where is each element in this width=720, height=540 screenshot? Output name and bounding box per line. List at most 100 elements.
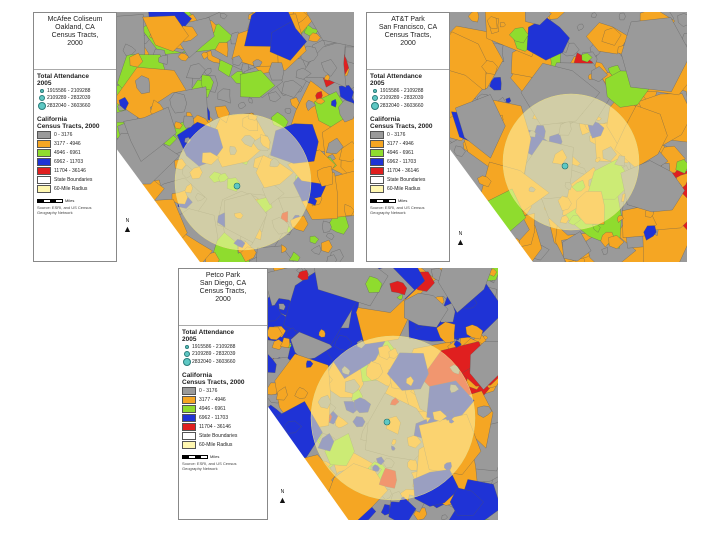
census-tract — [316, 166, 334, 187]
census-tract — [404, 293, 449, 328]
census-tract — [308, 32, 321, 42]
tract-class-row: 11704 - 36146 — [370, 167, 446, 175]
attendance-heading: Total Attendance 2005 — [370, 73, 423, 87]
attendance-row: 2832040 - 3603660 — [182, 358, 264, 366]
tract-class-row: 4946 - 6961 — [370, 149, 446, 157]
census-tract — [339, 141, 354, 163]
census-tract — [177, 53, 190, 62]
census-tract — [240, 70, 276, 98]
census-tract — [525, 12, 552, 26]
census-tract — [389, 280, 407, 296]
census-tract — [271, 339, 285, 350]
census-tract — [326, 233, 335, 240]
source-note: Source: ESRI, and US Census Geography Ne… — [37, 205, 92, 215]
census-tract — [396, 293, 403, 300]
census-tract — [576, 23, 584, 31]
census-tract — [338, 99, 354, 123]
census-tract — [344, 46, 354, 64]
census-tract — [438, 268, 493, 313]
census-tract — [214, 42, 229, 58]
attendance-row: 2109289 - 2832039 — [182, 351, 264, 357]
census-tract — [288, 251, 301, 262]
census-tract — [278, 303, 286, 311]
census-tract — [122, 43, 137, 57]
census-tract — [365, 275, 383, 293]
radius-row: 60-Mile Radius — [370, 185, 446, 193]
map-panel-san-diego: Petco Park San Diego, CA Census Tracts, … — [178, 268, 498, 520]
census-tract — [489, 77, 502, 91]
census-tract — [509, 27, 529, 44]
census-tract — [677, 13, 687, 27]
radius-buffer — [174, 113, 312, 251]
census-tract — [269, 22, 307, 61]
california-heading: California Census Tracts, 2000 — [37, 116, 100, 130]
north-arrow-icon: N ▲ — [456, 231, 465, 247]
attendance-row: 1915586 - 2109288 — [182, 344, 264, 350]
census-tract — [276, 386, 288, 401]
census-tract — [591, 12, 597, 18]
census-tract — [315, 98, 326, 105]
census-tract — [281, 80, 303, 98]
census-tract — [505, 97, 512, 104]
census-tract — [449, 487, 484, 516]
census-tract — [135, 75, 150, 94]
tract-class-row: 3177 - 4946 — [37, 140, 113, 148]
map-panel-san-francisco: AT&T Park San Francisco, CA Census Tract… — [366, 12, 687, 262]
census-tract — [248, 97, 253, 104]
california-heading: California Census Tracts, 2000 — [370, 116, 433, 130]
census-tract — [158, 54, 168, 65]
census-tract — [608, 235, 625, 249]
census-tract — [381, 504, 391, 516]
census-tract — [318, 329, 326, 338]
census-tract — [201, 74, 214, 91]
census-tract — [252, 59, 263, 68]
census-tract-map-san-diego — [246, 268, 498, 520]
tract-class-row: 11704 - 36146 — [37, 167, 113, 175]
tract-class-row: 3177 - 4946 — [370, 140, 446, 148]
north-arrow-icon: N ▲ — [123, 218, 132, 234]
census-tract — [204, 67, 212, 76]
census-tract — [183, 115, 195, 129]
census-tract — [285, 327, 297, 339]
census-tract — [281, 244, 288, 254]
attendance-heading: Total Attendance 2005 — [37, 73, 90, 87]
census-tract — [323, 74, 330, 81]
census-tract — [617, 215, 624, 223]
census-tract — [441, 514, 448, 520]
attendance-row: 2832040 - 3603660 — [370, 102, 446, 110]
attendance-row: 2832040 - 3603660 — [37, 102, 113, 110]
census-tract — [675, 159, 687, 174]
census-tract — [436, 321, 456, 344]
census-tract — [481, 60, 498, 75]
census-tract — [290, 97, 300, 110]
tract-class-row: 0 - 3176 — [370, 131, 446, 139]
tract-class-row: 11704 - 36146 — [182, 423, 264, 431]
census-tract — [174, 121, 183, 130]
census-tract — [562, 231, 592, 262]
map-legend-san-francisco: AT&T Park San Francisco, CA Census Tract… — [366, 12, 450, 262]
attendance-heading: Total Attendance 2005 — [182, 329, 235, 343]
map-panel-oakland: McAfee Coliseum Oakland, CA Census Tract… — [33, 12, 354, 262]
census-tract — [306, 12, 354, 47]
census-tract — [268, 62, 285, 81]
attendance-row: 2109289 - 2832039 — [370, 95, 446, 101]
tract-class-row: 0 - 3176 — [182, 387, 264, 395]
tract-class-row: 4946 - 6961 — [37, 149, 113, 157]
census-tract — [344, 204, 354, 216]
census-tract — [279, 337, 290, 349]
radius-buffer — [310, 335, 476, 501]
attendance-row: 2109289 - 2832039 — [37, 95, 113, 101]
census-tract — [268, 91, 282, 103]
census-tract — [643, 225, 657, 241]
census-tract — [219, 13, 228, 20]
census-tract — [500, 22, 506, 28]
census-tract — [232, 55, 243, 66]
census-tract — [468, 12, 479, 23]
census-tract — [601, 27, 622, 46]
radius-buffer — [502, 93, 640, 231]
census-tract — [186, 63, 206, 79]
census-tract — [326, 254, 337, 262]
census-tract — [283, 420, 302, 434]
stadium-marker — [561, 162, 569, 170]
census-tract — [294, 387, 309, 399]
